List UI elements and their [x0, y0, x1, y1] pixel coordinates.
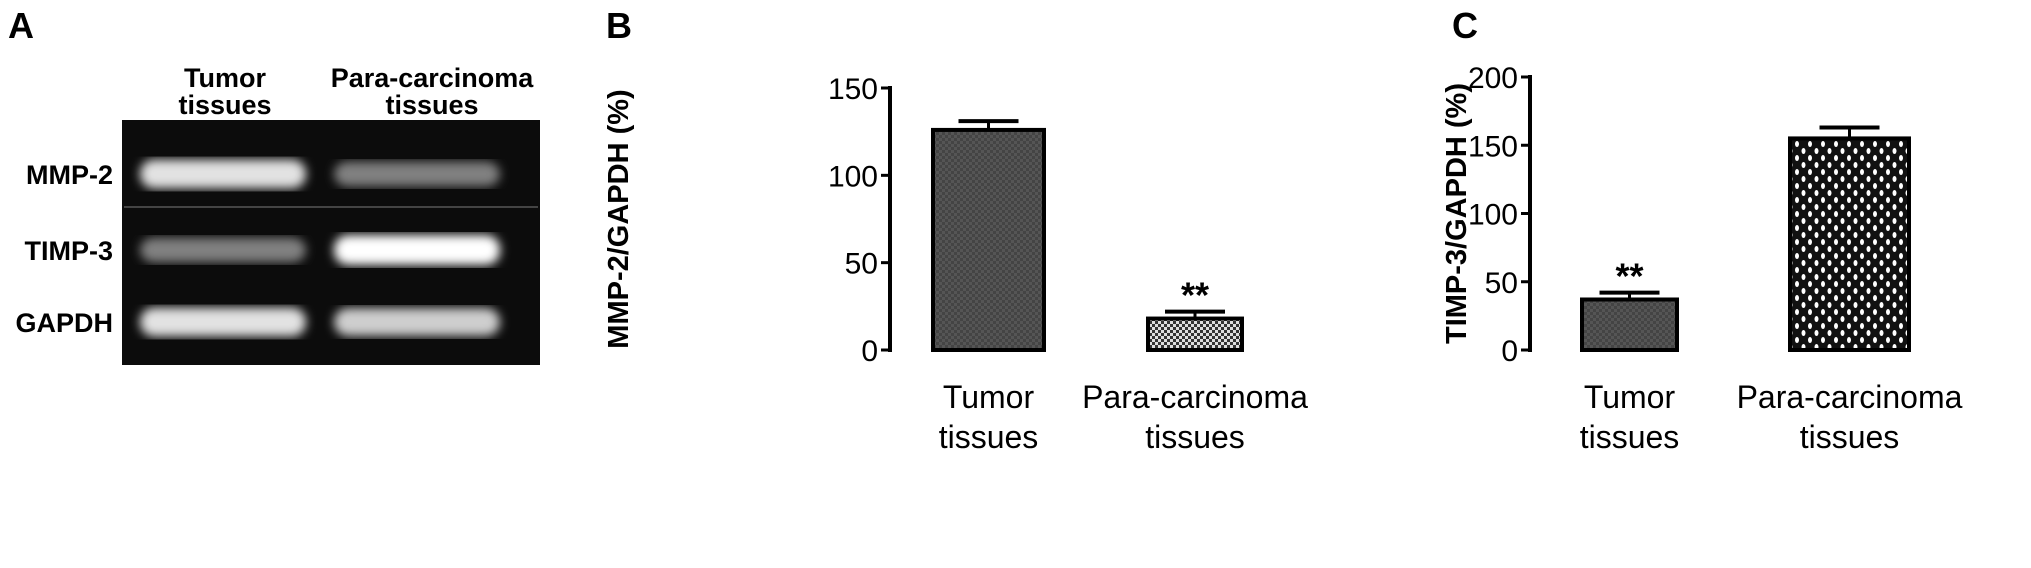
y-tick-label: 50	[1485, 267, 1518, 300]
x-tick-label: Para-carcinoma	[1737, 379, 1963, 415]
x-tick-label: tissues	[1800, 419, 1900, 455]
gel-band	[334, 235, 500, 265]
gel-band	[334, 161, 500, 187]
x-tick-label: Tumor	[1584, 379, 1676, 415]
lane-label: Para-carcinoma	[331, 63, 535, 93]
gel-band	[140, 159, 306, 189]
x-tick-label: Para-carcinoma	[1082, 379, 1308, 415]
y-tick-label: 200	[1468, 62, 1518, 95]
significance-marker: **	[1181, 275, 1209, 316]
y-tick-label: 0	[861, 335, 878, 368]
bar	[1580, 297, 1679, 352]
panel-letter-c: C	[1452, 5, 1478, 46]
y-axis-label: MMP-2/GAPDH (%)	[603, 89, 635, 348]
x-tick-label: tissues	[939, 419, 1039, 455]
bar	[1146, 316, 1244, 352]
gel-band	[334, 308, 500, 336]
x-tick-label: tissues	[1145, 419, 1245, 455]
y-tick-label: 50	[845, 248, 878, 281]
bar	[1788, 136, 1911, 352]
row-label: TIMP-3	[24, 236, 113, 266]
y-tick-label: 100	[828, 160, 878, 193]
significance-marker: **	[1615, 256, 1643, 297]
panel-b: B MMP-2/GAPDH (%) 0 50 100 150 Tumor tissues **…	[603, 5, 1308, 455]
lane-label: Tumor	[184, 63, 266, 93]
y-tick-label: 150	[1468, 130, 1518, 163]
lane-label: tissues	[385, 90, 478, 120]
y-tick-label: 150	[828, 73, 878, 106]
lane-label: tissues	[178, 90, 271, 120]
gel-band	[140, 307, 306, 337]
panel-letter-a: A	[8, 5, 34, 46]
row-label: MMP-2	[26, 160, 113, 190]
panel-c: C TIMP-3/GAPDH (%) 0 50 100 150 200 ** Tumor tis…	[1441, 5, 1963, 455]
panel-letter-b: B	[606, 5, 632, 46]
gel-band	[140, 237, 306, 263]
x-tick-label: tissues	[1580, 419, 1680, 455]
y-tick-label: 0	[1501, 335, 1518, 368]
row-label: GAPDH	[15, 308, 113, 338]
y-tick-label: 100	[1468, 199, 1518, 232]
x-tick-label: Tumor	[943, 379, 1035, 415]
bar	[931, 127, 1046, 352]
y-axis-label: TIMP-3/GAPDH (%)	[1441, 83, 1473, 344]
